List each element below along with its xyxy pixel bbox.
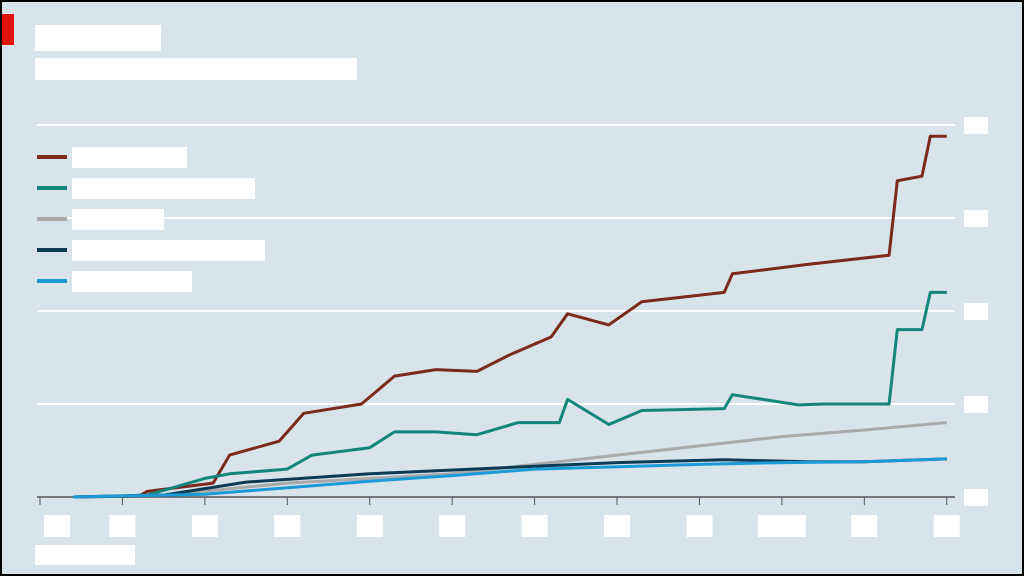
x-tick-label-redacted	[274, 515, 301, 537]
x-tick-label-redacted	[933, 515, 960, 537]
y-tick-label-redacted	[964, 303, 988, 320]
x-tick-label-redacted	[356, 515, 383, 537]
legend-label-redacted	[72, 240, 265, 261]
x-tick-label-redacted	[439, 515, 466, 537]
x-tick-label-redacted	[757, 515, 806, 537]
x-tick-label-redacted	[851, 515, 878, 537]
x-tick-label-redacted	[191, 515, 218, 537]
x-tick-label-redacted	[44, 515, 70, 537]
brand-tag	[2, 14, 14, 45]
series-line	[72, 290, 947, 499]
y-tick-label-redacted	[964, 489, 988, 506]
legend-label-redacted	[72, 147, 187, 168]
x-tick-label-redacted	[686, 515, 713, 537]
x-tick-label-redacted	[109, 515, 136, 537]
source-redacted	[35, 545, 135, 565]
x-tick-label-redacted	[604, 515, 631, 537]
series-line	[72, 134, 947, 499]
x-tick-label-redacted	[521, 515, 548, 537]
legend	[37, 147, 265, 292]
y-tick-label-redacted	[964, 396, 988, 413]
y-tick-label-redacted	[964, 117, 988, 134]
series-line	[72, 421, 947, 499]
series-line	[72, 457, 947, 499]
subtitle-redacted	[35, 58, 357, 80]
legend-label-redacted	[72, 271, 192, 292]
y-tick-label-redacted	[964, 210, 988, 227]
legend-label-redacted	[72, 209, 164, 230]
legend-label-redacted	[72, 178, 255, 199]
title-redacted	[35, 25, 161, 51]
